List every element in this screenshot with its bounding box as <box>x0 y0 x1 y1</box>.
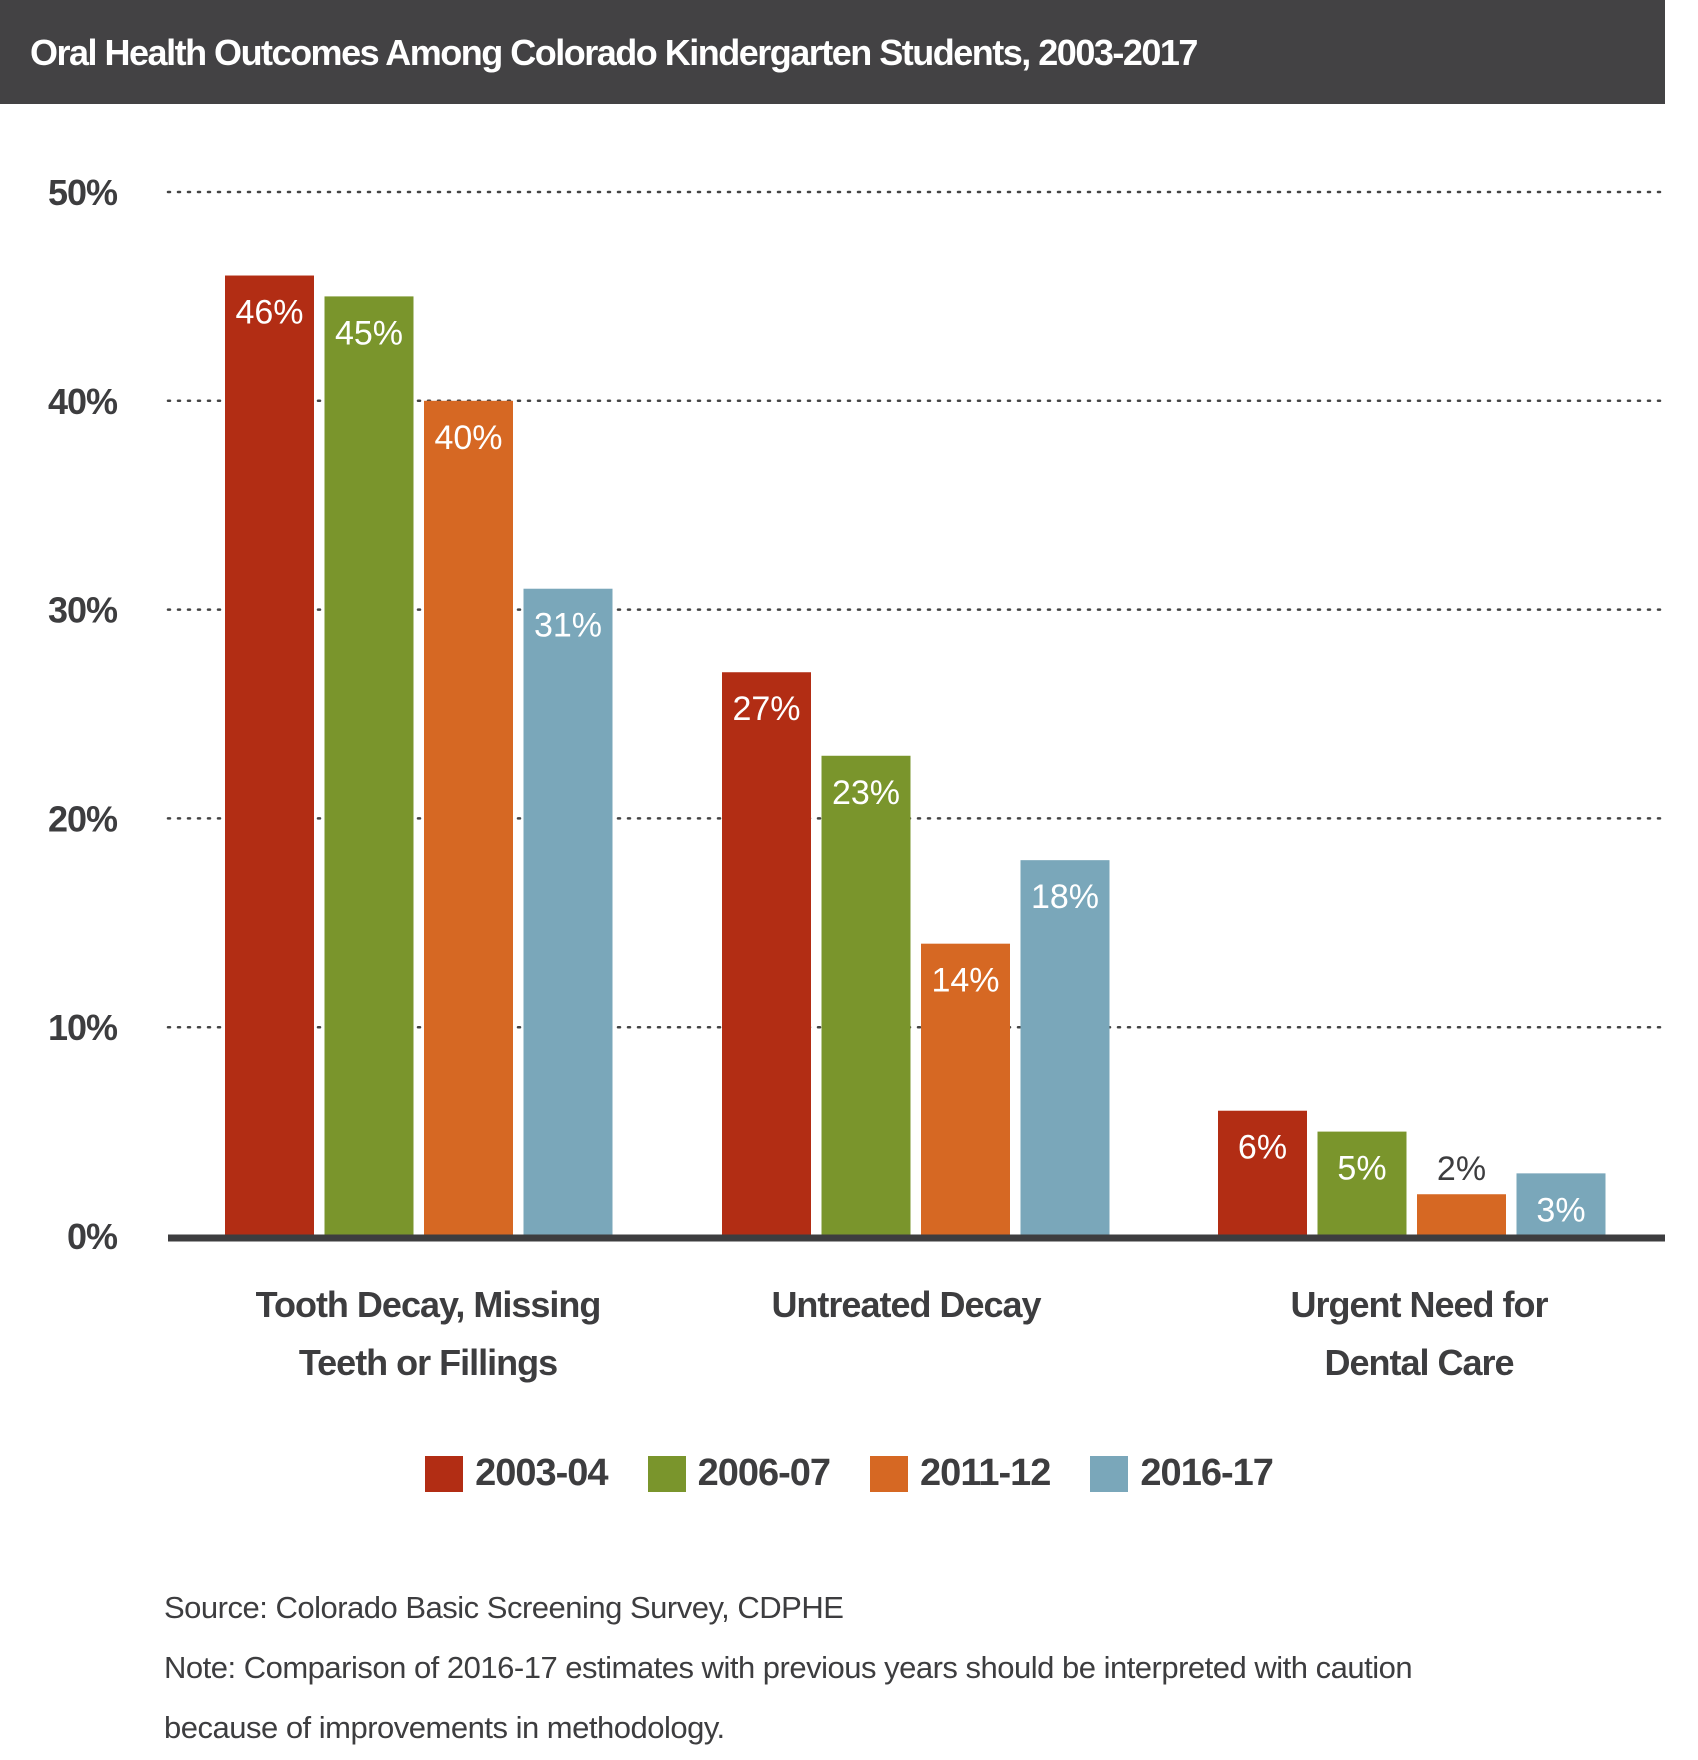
x-category-label-line: Teeth or Fillings <box>298 1342 558 1383</box>
bar-2016-17-0 <box>523 588 613 1236</box>
bar-2016-17-2 <box>1516 1173 1606 1236</box>
bar-2003-04-2 <box>1218 1110 1307 1236</box>
legend-swatch <box>870 1455 909 1492</box>
data-label: 18% <box>1031 878 1099 916</box>
data-label: 2% <box>1437 1150 1486 1188</box>
data-label: 5% <box>1337 1150 1386 1188</box>
y-tick-label: 50% <box>48 172 118 213</box>
legend-item: 2003-04 <box>425 1452 609 1495</box>
source-text: Source: Colorado Basic Screening Survey,… <box>164 1590 844 1625</box>
note-text-line2: because of improvements in methodology. <box>164 1710 725 1745</box>
x-category-label-line: Tooth Decay, Missing <box>255 1284 602 1325</box>
note-text-line1: Note: Comparison of 2016-17 estimates wi… <box>164 1650 1413 1685</box>
data-label: 31% <box>534 607 602 645</box>
bar-2003-04-0 <box>225 275 314 1236</box>
data-label: 3% <box>1536 1191 1585 1229</box>
bar-2011-12-1 <box>921 943 1010 1236</box>
data-label: 45% <box>335 314 403 352</box>
data-label: 23% <box>832 774 900 812</box>
x-category-label-line: Dental Care <box>1324 1342 1514 1383</box>
legend-swatch <box>647 1455 686 1492</box>
data-label: 6% <box>1238 1129 1287 1167</box>
data-label: 46% <box>235 294 303 332</box>
legend-label: 2016-17 <box>1140 1452 1273 1494</box>
y-tick-label: 10% <box>48 1007 118 1048</box>
bar-2006-07-1 <box>821 755 911 1236</box>
x-category-label-line: Untreated Decay <box>771 1284 1041 1325</box>
data-label: 40% <box>434 419 502 457</box>
title-bar: Oral Health Outcomes Among Colorado Kind… <box>0 0 1665 104</box>
legend-item: 2011-12 <box>870 1452 1051 1495</box>
legend-swatch <box>425 1455 464 1492</box>
bar-2006-07-2 <box>1317 1131 1407 1236</box>
y-tick-label: 40% <box>48 381 118 422</box>
data-label: 27% <box>732 690 800 728</box>
y-tick-label: 20% <box>48 798 118 839</box>
legend-swatch <box>1090 1455 1129 1492</box>
data-label: 14% <box>931 962 999 1000</box>
legend-label: 2003-04 <box>475 1452 608 1494</box>
y-tick-label: 0% <box>67 1216 118 1257</box>
bar-chart: 0% 10% 20% 30% 40% 50% 46% 27% 6% 45% 23% 5% 40% 14% 2… <box>48 172 1667 1257</box>
x-category-label-line: Urgent Need for <box>1290 1284 1548 1325</box>
bar-2003-04-1 <box>722 672 811 1236</box>
legend-label: 2011-12 <box>920 1452 1051 1494</box>
y-tick-label: 30% <box>48 590 118 631</box>
x-category-label: Urgent Need for Dental Care <box>1209 1276 1629 1392</box>
bar-2011-12-0 <box>424 400 513 1236</box>
bar-2011-12-2 <box>1417 1194 1506 1236</box>
bar-2016-17-1 <box>1020 860 1110 1236</box>
legend-item: 2016-17 <box>1090 1452 1274 1495</box>
chart-title: Oral Health Outcomes Among Colorado Kind… <box>30 32 1198 73</box>
bar-2006-07-0 <box>324 296 414 1236</box>
legend-label: 2006-07 <box>697 1452 831 1494</box>
legend: 2003-04 2006-07 2011-12 2016-17 <box>0 1452 1698 1495</box>
legend-item: 2006-07 <box>647 1452 831 1495</box>
x-category-label: Untreated Decay <box>696 1276 1116 1334</box>
x-category-label: Tooth Decay, Missing Teeth or Fillings <box>218 1276 638 1392</box>
